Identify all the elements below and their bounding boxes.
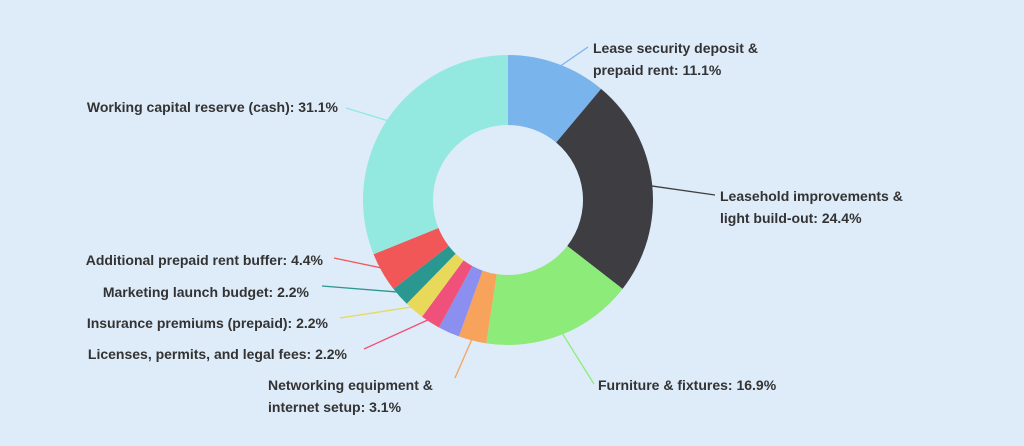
donut-slice — [458, 270, 497, 344]
slice-label: Additional prepaid rent buffer: 4.4% — [85, 252, 323, 268]
donut-slice — [406, 253, 464, 317]
slice-label: Insurance premiums (prepaid): 2.2% — [86, 315, 328, 331]
leader-line — [646, 184, 716, 196]
slice-label: Working capital reserve (cash): 31.1% — [86, 99, 338, 115]
leader-line — [345, 107, 393, 123]
donut-slice — [508, 55, 602, 143]
donut-slice — [438, 265, 483, 337]
slice-label: Marketing launch budget: 2.2% — [102, 284, 309, 300]
donut-slice — [363, 55, 508, 255]
leader-line — [454, 334, 475, 379]
donut-slice — [486, 245, 623, 345]
slice-label: Networking equipment & internet setup: 3… — [268, 377, 433, 415]
donut-slice — [556, 88, 653, 289]
slice-label: Lease security deposit & prepaid rent: 1… — [593, 40, 758, 78]
slice-label: Leasehold improvements & light build-out… — [720, 188, 903, 226]
donut-slice — [373, 228, 449, 289]
slice-label: Licenses, permits, and legal fees: 2.2% — [87, 346, 347, 362]
leader-line — [321, 285, 405, 294]
leader-line — [559, 328, 595, 385]
donut-slice — [393, 245, 456, 304]
leader-line — [339, 305, 419, 319]
leader-line — [363, 316, 434, 350]
slice-label: Furniture & fixtures: 16.9% — [598, 377, 777, 393]
leader-line — [333, 257, 388, 270]
donut-slice — [422, 260, 473, 328]
leader-line — [555, 46, 589, 70]
